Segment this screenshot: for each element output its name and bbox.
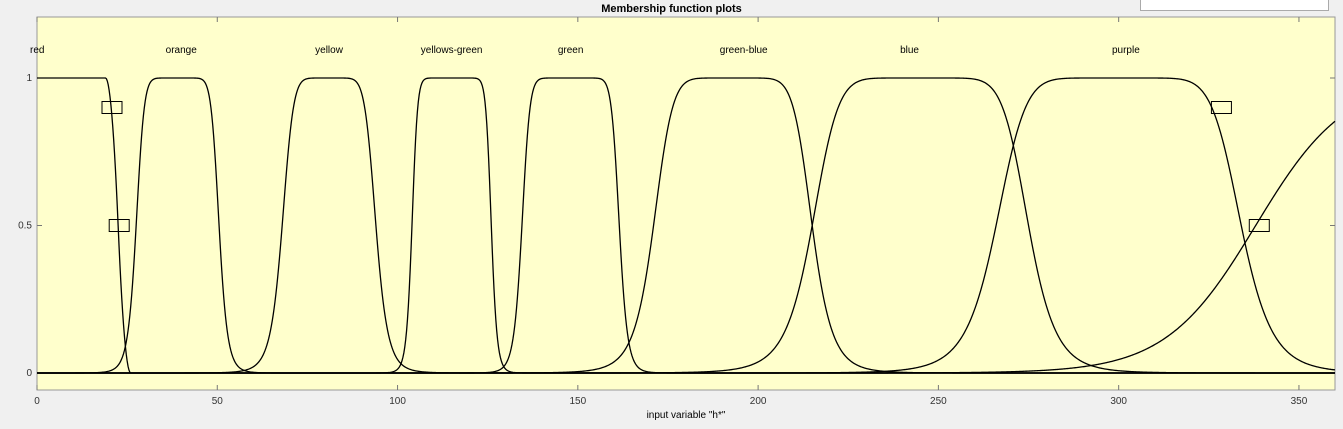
mf-label-yellows-green: yellows-green: [421, 45, 483, 56]
x-axis-label: input variable "h*": [647, 410, 726, 421]
top-input-field[interactable]: [1140, 0, 1329, 11]
x-tick-label: 300: [1110, 396, 1127, 407]
point-marker[interactable]: [101, 101, 123, 114]
mf-curve-extra[interactable]: [37, 120, 1336, 374]
mf-label-purple: purple: [1112, 45, 1140, 56]
mf-label-red: red: [30, 45, 44, 56]
mf-label-green: green: [558, 45, 584, 56]
x-tick-label: 0: [34, 396, 40, 407]
mf-labels: red orange yellow yellows-green green green-b…: [30, 45, 1140, 56]
plot-area[interactable]: [36, 16, 1336, 391]
y-tick-label: 1: [26, 73, 32, 84]
mf-label-blue: blue: [900, 45, 919, 56]
x-tick-label: 100: [389, 396, 406, 407]
point-markers: [101, 101, 1270, 232]
membership-curves: [37, 77, 1336, 374]
x-tick-label: 150: [569, 396, 586, 407]
mf-label-green-blue: green-blue: [720, 45, 768, 56]
y-tick-label: 0.5: [18, 221, 32, 232]
y-tick-label: 0: [26, 368, 32, 379]
x-tick-label: 250: [930, 396, 947, 407]
point-marker[interactable]: [108, 219, 130, 232]
x-tick-label: 350: [1291, 396, 1308, 407]
point-marker[interactable]: [1210, 101, 1232, 114]
mf-label-orange: orange: [166, 45, 198, 56]
mf-label-yellow: yellow: [315, 45, 344, 56]
point-marker[interactable]: [1248, 219, 1270, 232]
plot-title: Membership function plots: [601, 3, 742, 15]
x-tick-label: 200: [750, 396, 767, 407]
x-tick-label: 50: [212, 396, 224, 407]
